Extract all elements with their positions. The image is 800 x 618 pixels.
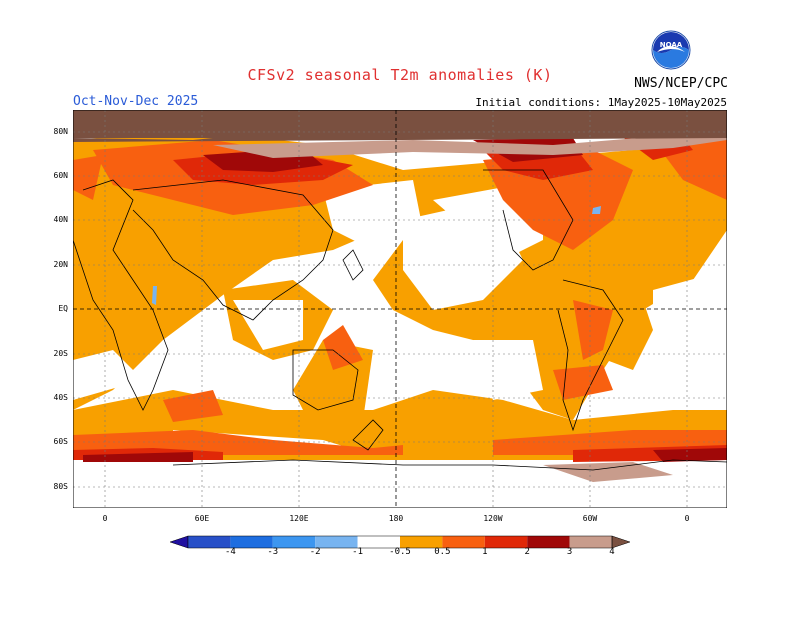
lat-label-20s: 20S bbox=[53, 349, 68, 358]
colorbar-segment bbox=[400, 536, 443, 548]
colorbar-segment bbox=[569, 536, 612, 548]
colorbar-tick-label: -3 bbox=[267, 547, 279, 557]
lon-label-120e: 120E bbox=[289, 514, 309, 523]
colorbar-tick-label: 3 bbox=[566, 547, 573, 557]
noaa-logo-text: NOAA bbox=[660, 41, 683, 49]
coastlines bbox=[73, 169, 727, 471]
lat-label-80s: 80S bbox=[53, 482, 68, 491]
lat-label-eq: EQ bbox=[58, 304, 68, 313]
colorbar-tick-label: -0.5 bbox=[389, 547, 411, 557]
lat-label-20n: 20N bbox=[53, 260, 68, 269]
lon-label-0-right: 0 bbox=[684, 514, 690, 523]
lat-label-40n: 40N bbox=[53, 215, 68, 224]
lon-label-60w: 60W bbox=[582, 514, 598, 523]
colorbar-tick-label: -1 bbox=[352, 547, 364, 557]
lon-label-120w: 120W bbox=[483, 514, 503, 523]
colorbar-tick-label: 1 bbox=[482, 547, 488, 557]
colorbar-tick-label: -2 bbox=[309, 547, 321, 557]
colorbar-segment bbox=[484, 536, 528, 548]
colorbar bbox=[170, 535, 630, 549]
anomaly-fill-above-3 bbox=[73, 110, 727, 482]
colorbar-segment bbox=[230, 536, 273, 548]
lon-label-0: 0 bbox=[102, 514, 108, 523]
chart-title: CFSv2 seasonal T2m anomalies (K) bbox=[247, 66, 553, 84]
season-label: Oct-Nov-Dec 2025 bbox=[73, 94, 199, 109]
equator-dateline bbox=[73, 110, 727, 508]
lat-label-80n: 80N bbox=[53, 127, 68, 136]
colorbar-segment bbox=[188, 536, 231, 548]
lat-label-60s: 60S bbox=[53, 437, 68, 446]
grid-lines bbox=[73, 110, 727, 508]
lat-label-60n: 60N bbox=[53, 171, 68, 180]
colorbar-tick-label: 2 bbox=[524, 547, 530, 557]
initial-conditions-label: Initial conditions: 1May2025-10May2025 bbox=[475, 96, 727, 109]
colorbar-tick-label: 0.5 bbox=[434, 547, 451, 557]
colorbar-segment bbox=[527, 536, 570, 548]
colorbar-segment bbox=[272, 536, 316, 548]
agency-label: NWS/NCEP/CPC bbox=[634, 76, 728, 91]
lon-label-180: 180 bbox=[388, 514, 404, 523]
colorbar-segment bbox=[315, 536, 358, 548]
lat-label-40s: 40S bbox=[53, 393, 68, 402]
colorbar-low-extend bbox=[170, 535, 189, 549]
colorbar-outline bbox=[187, 535, 613, 549]
colorbar-segment bbox=[442, 536, 485, 548]
colorbar-segment bbox=[357, 536, 400, 548]
lon-label-60e: 60E bbox=[194, 514, 210, 523]
anomaly-map bbox=[73, 110, 727, 508]
noaa-logo-icon: NOAA bbox=[651, 30, 691, 70]
colorbar-tick-label: 4 bbox=[609, 547, 615, 557]
anomaly-fill-cool bbox=[152, 206, 601, 305]
colorbar-tick-label: -4 bbox=[224, 547, 236, 557]
